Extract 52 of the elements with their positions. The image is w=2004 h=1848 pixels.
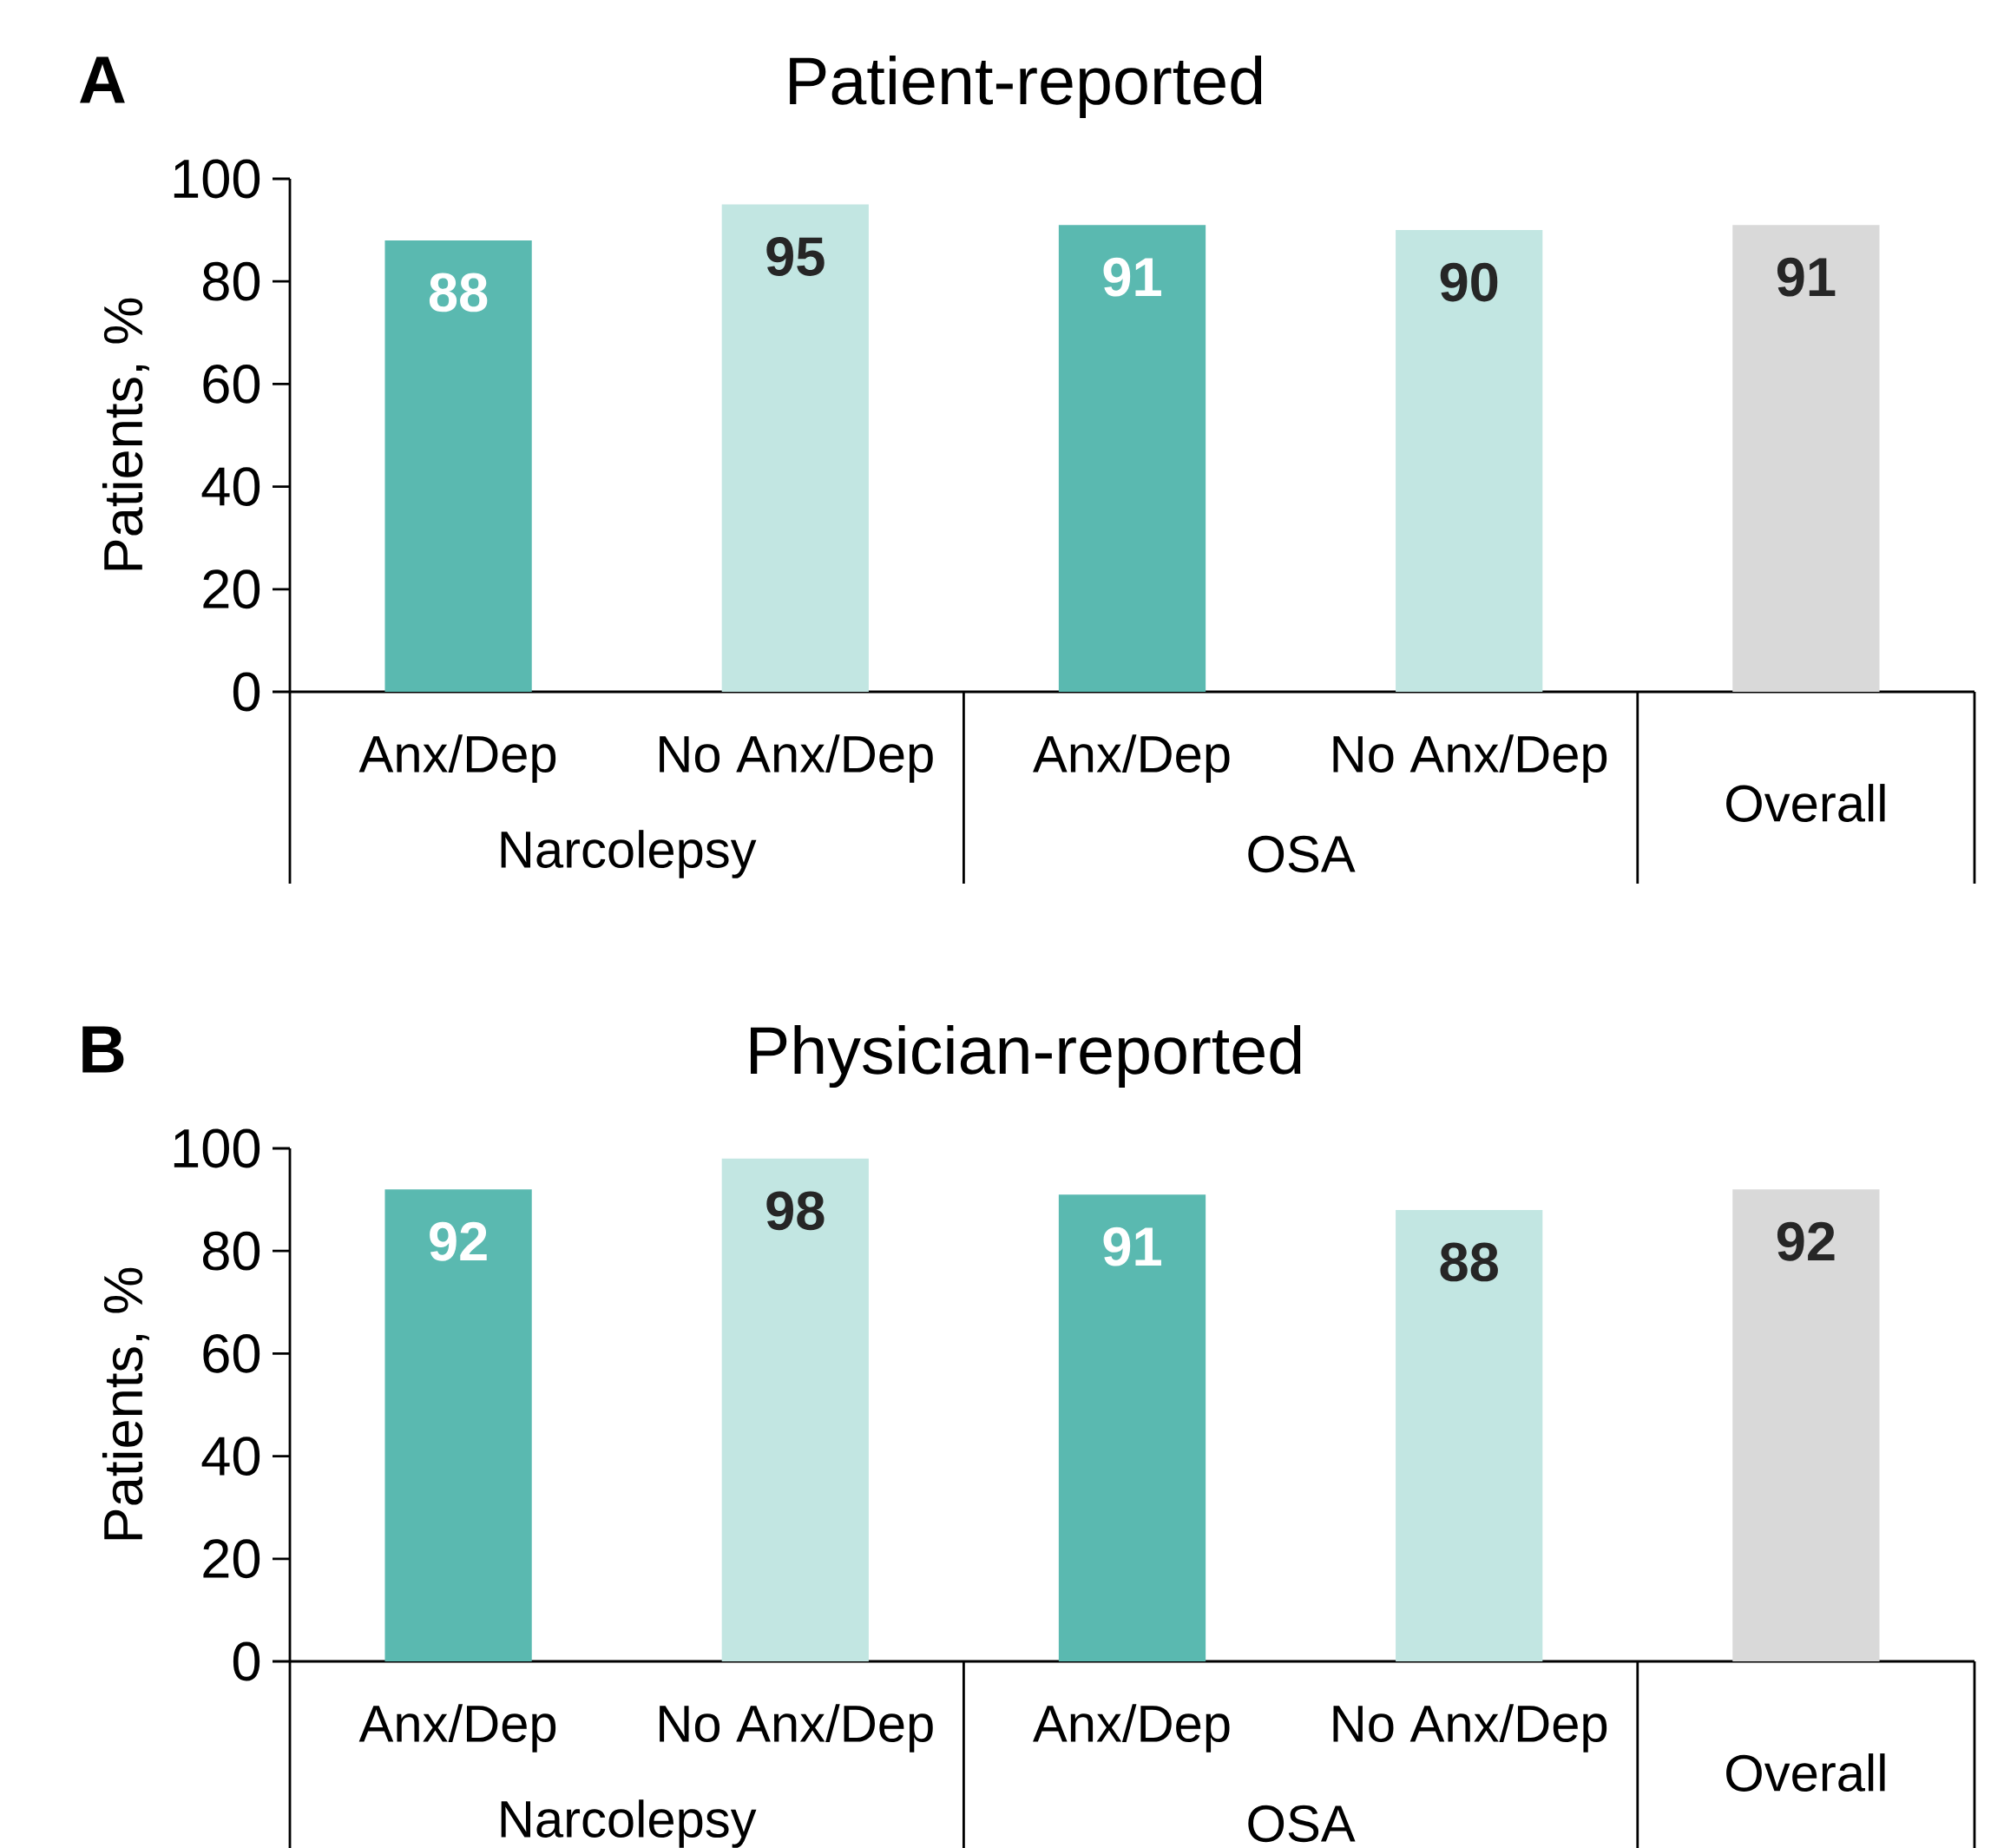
bar: [1396, 230, 1543, 692]
y-tick-label: 100: [174, 1128, 260, 1168]
x-tick-label: No Anx/Dep: [1333, 734, 1607, 783]
bar: [721, 204, 869, 692]
bar: [384, 240, 532, 692]
x-tick-label: Anx/Dep: [358, 1704, 556, 1753]
chart-title: Patient-reported: [790, 55, 1262, 119]
data-label: 88: [429, 273, 488, 312]
y-axis-title: Patients, %: [102, 1267, 149, 1540]
bar: [721, 1158, 869, 1661]
y-tick-label: 60: [203, 1333, 260, 1373]
x-tick-label: No Anx/Dep: [660, 1704, 933, 1753]
bar: [1732, 225, 1880, 692]
y-tick-label: 20: [203, 1539, 260, 1579]
data-label: 95: [766, 237, 825, 276]
data-label: 92: [430, 1221, 487, 1261]
text: OSA: [1248, 1805, 1356, 1843]
text: OSA: [1248, 835, 1356, 873]
data-label: 91: [1777, 257, 1836, 297]
bar: [1396, 1209, 1543, 1661]
y-tick-label: 40: [201, 1437, 260, 1476]
x-tick-label: Overall: [1726, 784, 1885, 822]
x-tick-label: Anx/Dep: [1033, 734, 1230, 783]
bar: [384, 1189, 532, 1661]
data-label: 90: [1440, 262, 1498, 302]
bar: [1058, 225, 1206, 692]
x-tick-label: No Anx/Dep: [660, 734, 933, 783]
y-tick-label: 40: [201, 467, 260, 506]
bar: [1058, 1194, 1206, 1661]
text: A: [80, 56, 125, 103]
y-tick-label: 100: [174, 159, 260, 199]
data-label: 91: [1103, 1227, 1161, 1266]
y-tick-label: 80: [202, 1231, 260, 1271]
y-tick-label: 0: [233, 672, 260, 712]
y-tick-label: 0: [233, 1641, 260, 1681]
y-tick-label: 20: [203, 569, 260, 609]
bar: [1732, 1189, 1880, 1661]
x-tick-label: Anx/Dep: [358, 734, 556, 783]
y-tick-label: 80: [202, 261, 260, 301]
y-axis-title: Patients, %: [102, 298, 149, 570]
chart-title: Physician-reported: [751, 1024, 1301, 1088]
text: B: [82, 1026, 124, 1073]
text: Narcolepsy: [501, 830, 757, 878]
x-tick-label: No Anx/Dep: [1333, 1704, 1607, 1753]
data-label: 88: [1440, 1242, 1498, 1282]
y-tick-label: 60: [203, 364, 260, 404]
x-tick-label: Overall: [1726, 1753, 1885, 1792]
data-label: 98: [766, 1191, 825, 1231]
text: Narcolepsy: [501, 1799, 757, 1848]
x-tick-label: Anx/Dep: [1033, 1704, 1230, 1753]
data-label: 92: [1777, 1221, 1835, 1261]
data-label: 91: [1103, 257, 1161, 297]
